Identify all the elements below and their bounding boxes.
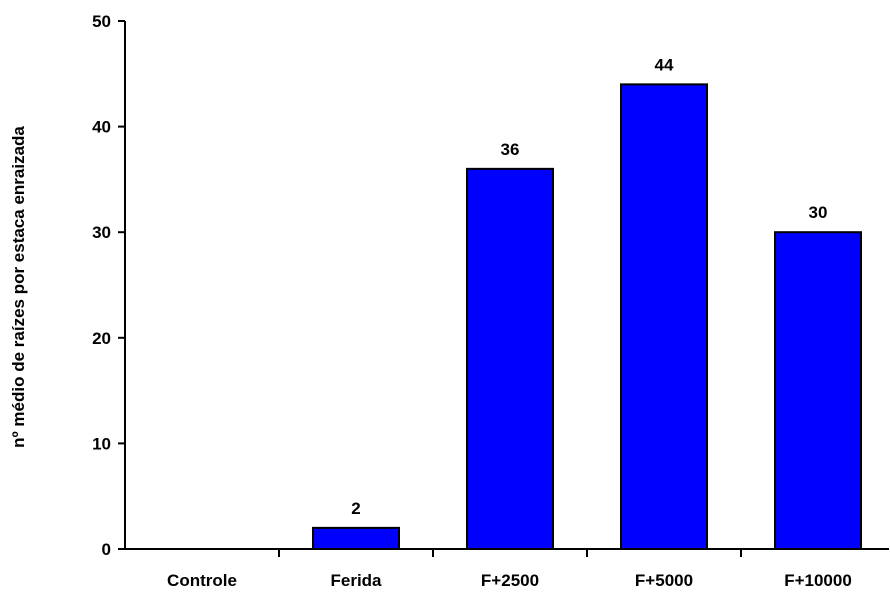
data-label: 36 (501, 140, 520, 159)
x-tick-label: F+2500 (481, 571, 539, 590)
y-tick-label: 20 (92, 329, 111, 348)
y-tick-label: 10 (92, 434, 111, 453)
axes (124, 21, 889, 550)
x-axis: Controle Ferida F+2500 F+5000 F+10000 (167, 549, 852, 590)
bar-f-5000 (620, 83, 708, 551)
data-label: 30 (809, 203, 828, 222)
x-tick-label: Ferida (330, 571, 382, 590)
x-tick-label: F+10000 (784, 571, 852, 590)
y-tick-label: 0 (102, 540, 111, 559)
y-axis: 0 10 20 30 40 50 (92, 12, 125, 559)
y-tick-label: 30 (92, 223, 111, 242)
data-label: 2 (351, 499, 360, 518)
y-tick-label: 50 (92, 12, 111, 31)
y-tick-label: 40 (92, 118, 111, 137)
bars-group (312, 83, 862, 551)
bar-ferida (312, 526, 400, 551)
x-tick-label: F+5000 (635, 571, 693, 590)
x-tick-label: Controle (167, 571, 237, 590)
data-label: 44 (655, 55, 674, 74)
data-labels-group: 2 36 44 30 (351, 55, 827, 518)
y-axis-label: nº médio de raízes por estaca enraizada (9, 126, 28, 448)
bar-f-2500 (466, 167, 554, 550)
bar-f-10000 (774, 231, 862, 550)
